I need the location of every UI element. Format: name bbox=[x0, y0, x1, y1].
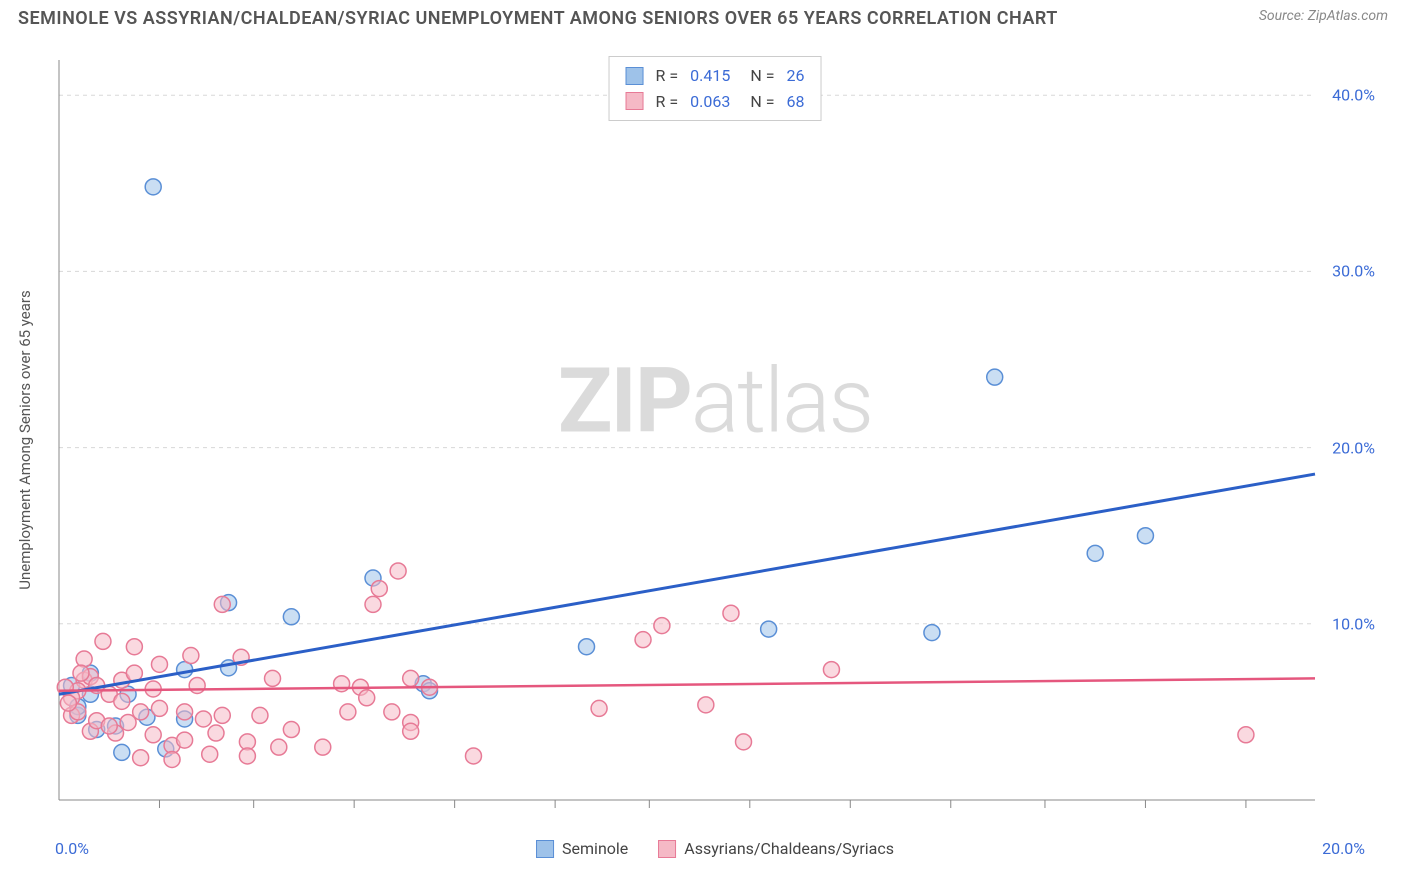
y-axis-label: Unemployment Among Seniors over 65 years bbox=[16, 290, 34, 589]
legend-item-label: Assyrians/Chaldeans/Syriacs bbox=[684, 839, 894, 858]
legend-series: Seminole Assyrians/Chaldeans/Syriacs bbox=[536, 839, 894, 858]
legend-item-assyrian: Assyrians/Chaldeans/Syriacs bbox=[658, 839, 894, 858]
source-label: Source: ZipAtlas.com bbox=[1259, 8, 1388, 24]
legend-item-label: Seminole bbox=[562, 839, 628, 858]
legend-item-seminole: Seminole bbox=[536, 839, 628, 858]
legend-swatch-icon bbox=[536, 840, 554, 858]
chart-title: SEMINOLE VS ASSYRIAN/CHALDEAN/SYRIAC UNE… bbox=[18, 8, 1058, 29]
legend-swatch-icon bbox=[658, 840, 676, 858]
y-tick-label: 10.0% bbox=[1332, 614, 1375, 633]
scatter-plot bbox=[55, 50, 1375, 830]
y-tick-label: 30.0% bbox=[1332, 262, 1375, 281]
n-value-1: 68 bbox=[786, 89, 804, 115]
y-tick-label: 20.0% bbox=[1332, 438, 1375, 457]
n-value-0: 26 bbox=[786, 63, 804, 89]
legend-stats: R = 0.415 N = 26 R = 0.063 N = 68 bbox=[609, 56, 822, 121]
chart-area: Unemployment Among Seniors over 65 years… bbox=[55, 50, 1375, 830]
x-tick-label: 0.0% bbox=[55, 839, 89, 858]
legend-swatch-seminole bbox=[626, 67, 644, 85]
legend-stats-row-0: R = 0.415 N = 26 bbox=[626, 63, 805, 89]
r-value-1: 0.063 bbox=[690, 89, 730, 115]
y-tick-label: 40.0% bbox=[1332, 86, 1375, 105]
r-value-0: 0.415 bbox=[690, 63, 730, 89]
legend-stats-row-1: R = 0.063 N = 68 bbox=[626, 89, 805, 115]
x-tick-label: 20.0% bbox=[1322, 839, 1365, 858]
legend-swatch-assyrian bbox=[626, 92, 644, 110]
